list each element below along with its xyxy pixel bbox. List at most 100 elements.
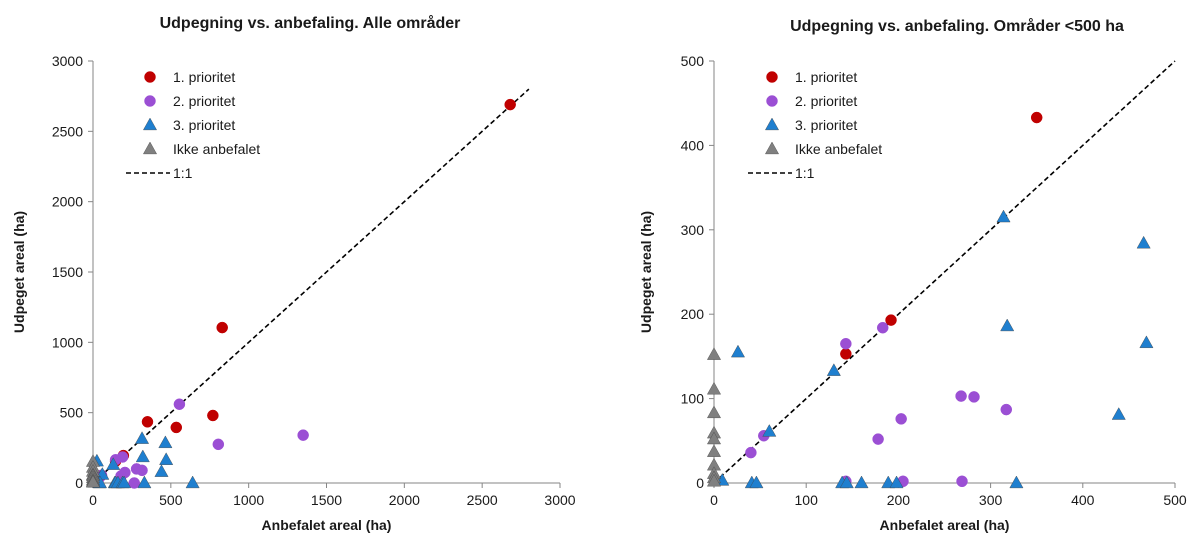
- data-point: [154, 464, 169, 477]
- x-tick-label: 3000: [544, 492, 575, 508]
- data-point: [159, 452, 174, 465]
- x-tick-label: 1000: [233, 492, 264, 508]
- data-point: [207, 409, 219, 422]
- y-tick-label: 0: [696, 475, 704, 491]
- y-axis-title: Udpeget areal (ha): [11, 211, 27, 333]
- x-axis-title: Anbefalet areal (ha): [262, 517, 392, 533]
- data-point: [136, 464, 148, 477]
- data-point: [1009, 475, 1024, 489]
- y-tick-label: 2000: [52, 194, 83, 210]
- data-point: [707, 431, 721, 445]
- legend: 1. prioritet 2. prioritet 3. prioritet Ikke…: [748, 69, 882, 181]
- y-tick-label: 300: [681, 222, 705, 238]
- data-point: [872, 433, 884, 445]
- y-tick-label: 100: [681, 391, 705, 407]
- data-point: [216, 321, 228, 334]
- data-point: [854, 475, 869, 489]
- series-3: [87, 431, 200, 489]
- y-axis-title: Udpeget areal (ha): [638, 211, 654, 333]
- legend-label: 1. prioritet: [795, 69, 857, 85]
- reference-line-1-1: [92, 88, 530, 484]
- legend-marker: [765, 117, 779, 131]
- data-point: [504, 98, 516, 111]
- data-point: [762, 424, 777, 437]
- x-tick-label: 1500: [311, 492, 342, 508]
- data-point: [876, 321, 889, 334]
- legend-label: Ikke anbefalet: [795, 141, 882, 157]
- data-point: [86, 474, 100, 488]
- data-point: [968, 391, 980, 403]
- chart-all-areas: Udpegning vs. anbefaling. Alle områder 0 5…: [0, 0, 596, 546]
- data-point: [158, 435, 173, 449]
- data-point: [996, 209, 1011, 223]
- x-tick-label: 200: [887, 492, 911, 508]
- scatter-svg: Udpegning vs. anbefaling. Områder <500 h…: [638, 17, 1187, 533]
- y-tick-label: 400: [681, 137, 705, 153]
- data-point: [895, 413, 907, 425]
- y-tick-label: 2500: [52, 123, 83, 139]
- legend-marker: [143, 141, 157, 155]
- series-2: [745, 321, 1013, 488]
- data-point: [1000, 403, 1013, 416]
- legend-marker: [144, 95, 156, 107]
- data-point: [135, 431, 150, 444]
- data-point: [707, 347, 721, 360]
- x-tick-label: 500: [159, 492, 183, 508]
- data-point: [1111, 407, 1126, 420]
- legend-marker: [144, 71, 156, 83]
- data-point: [707, 473, 721, 487]
- y-tick-label: 3000: [52, 53, 83, 69]
- chart-title: Udpegning vs. anbefaling. Områder <500 h…: [790, 17, 1124, 35]
- legend-label: 3. prioritet: [173, 117, 235, 133]
- data-point: [840, 348, 852, 360]
- data-point: [137, 475, 152, 489]
- y-tick-label: 1500: [52, 264, 83, 280]
- data-point: [185, 475, 200, 489]
- legend-label: 1. prioritet: [173, 69, 235, 85]
- series-3: [715, 209, 1154, 489]
- data-point: [1000, 318, 1015, 332]
- y-tick-label: 1000: [52, 334, 83, 350]
- legend-label: 2. prioritet: [795, 93, 857, 109]
- data-point: [106, 457, 121, 470]
- legend-label: 3. prioritet: [795, 117, 857, 133]
- chart-areas-under-500: Udpegning vs. anbefaling. Områder <500 h…: [597, 0, 1193, 546]
- y-tick-label: 500: [60, 405, 84, 421]
- data-point: [1030, 111, 1043, 124]
- legend-marker: [766, 95, 778, 107]
- data-point: [707, 381, 721, 395]
- data-point: [955, 390, 967, 402]
- x-tick-label: 500: [1163, 492, 1187, 508]
- x-tick-label: 100: [795, 492, 819, 508]
- x-tick-label: 400: [1071, 492, 1095, 508]
- legend-marker: [765, 141, 779, 155]
- data-point: [826, 363, 841, 376]
- data-point: [173, 398, 186, 410]
- legend-marker: [766, 71, 778, 83]
- data-point: [730, 344, 745, 358]
- data-point: [707, 405, 721, 419]
- x-tick-label: 0: [710, 492, 718, 508]
- series-2: [93, 398, 309, 489]
- data-point: [885, 314, 897, 326]
- y-tick-label: 200: [681, 306, 705, 322]
- data-point: [212, 438, 225, 451]
- data-point: [707, 444, 721, 457]
- legend-label: Ikke anbefalet: [173, 141, 260, 157]
- data-point: [1139, 335, 1154, 348]
- y-tick-label: 500: [681, 53, 705, 69]
- data-point: [141, 416, 154, 428]
- legend-label: 2. prioritet: [173, 93, 235, 109]
- chart-title: Udpegning vs. anbefaling. Alle områder: [160, 14, 461, 32]
- scatter-svg: Udpegning vs. anbefaling. Alle områder 0 5…: [11, 14, 576, 533]
- x-axis-title: Anbefalet areal (ha): [880, 517, 1010, 533]
- series-4: [707, 347, 721, 487]
- y-tick-label: 0: [75, 475, 83, 491]
- data-point: [128, 477, 141, 489]
- data-point: [135, 449, 150, 463]
- data-point: [889, 475, 904, 489]
- data-point: [745, 446, 757, 459]
- x-tick-label: 2500: [467, 492, 498, 508]
- data-point: [117, 475, 132, 489]
- series-1: [840, 111, 1043, 360]
